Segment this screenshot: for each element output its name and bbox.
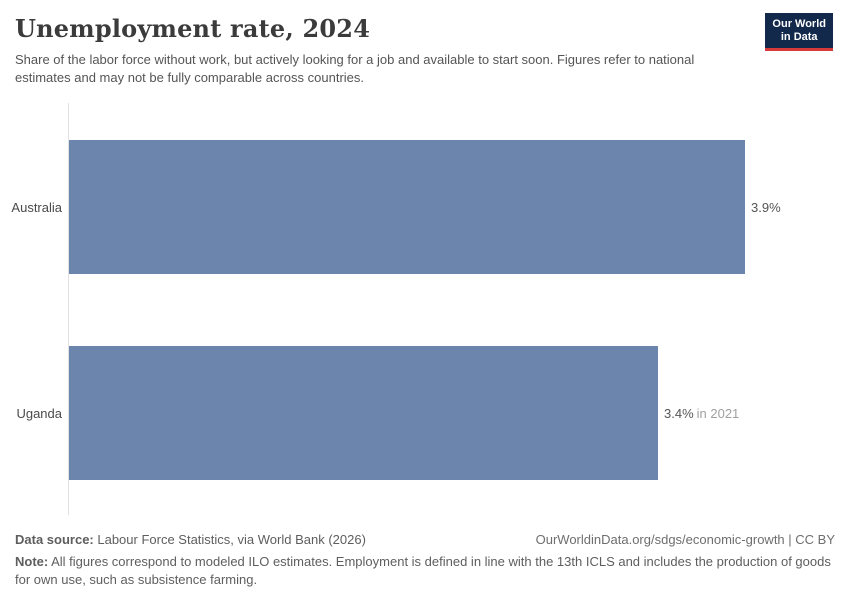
owid-logo[interactable]: Our World in Data [765,13,833,51]
value-label-uganda: 3.4% in 2021 [664,406,739,421]
data-source-line: Data source: Labour Force Statistics, vi… [15,532,366,547]
note-text: All figures correspond to modeled ILO es… [15,554,831,588]
page-title: Unemployment rate, 2024 [15,14,371,43]
footer-note: Note: All figures correspond to modeled … [15,553,835,589]
value-suffix-uganda: in 2021 [696,406,740,421]
category-label-uganda: Uganda [16,406,62,421]
chart-subtitle: Share of the labor force without work, b… [15,52,695,86]
owid-logo-line2: in Data [780,31,818,43]
y-axis-line [68,103,69,515]
data-source-text: Labour Force Statistics, via World Bank … [93,532,366,547]
value-australia: 3.9% [751,200,781,215]
value-uganda: 3.4% [664,406,694,421]
owid-logo-line1: Our World [772,18,826,30]
footer: Data source: Labour Force Statistics, vi… [15,532,835,547]
data-source-label: Data source: [15,532,94,547]
bar-uganda[interactable] [69,346,658,480]
category-label-australia: Australia [11,200,62,215]
footer-link[interactable]: OurWorldinData.org/sdgs/economic-growth … [535,532,835,547]
note-label: Note: [15,554,49,569]
bar-australia[interactable] [69,140,745,274]
value-label-australia: 3.9% [751,200,781,215]
